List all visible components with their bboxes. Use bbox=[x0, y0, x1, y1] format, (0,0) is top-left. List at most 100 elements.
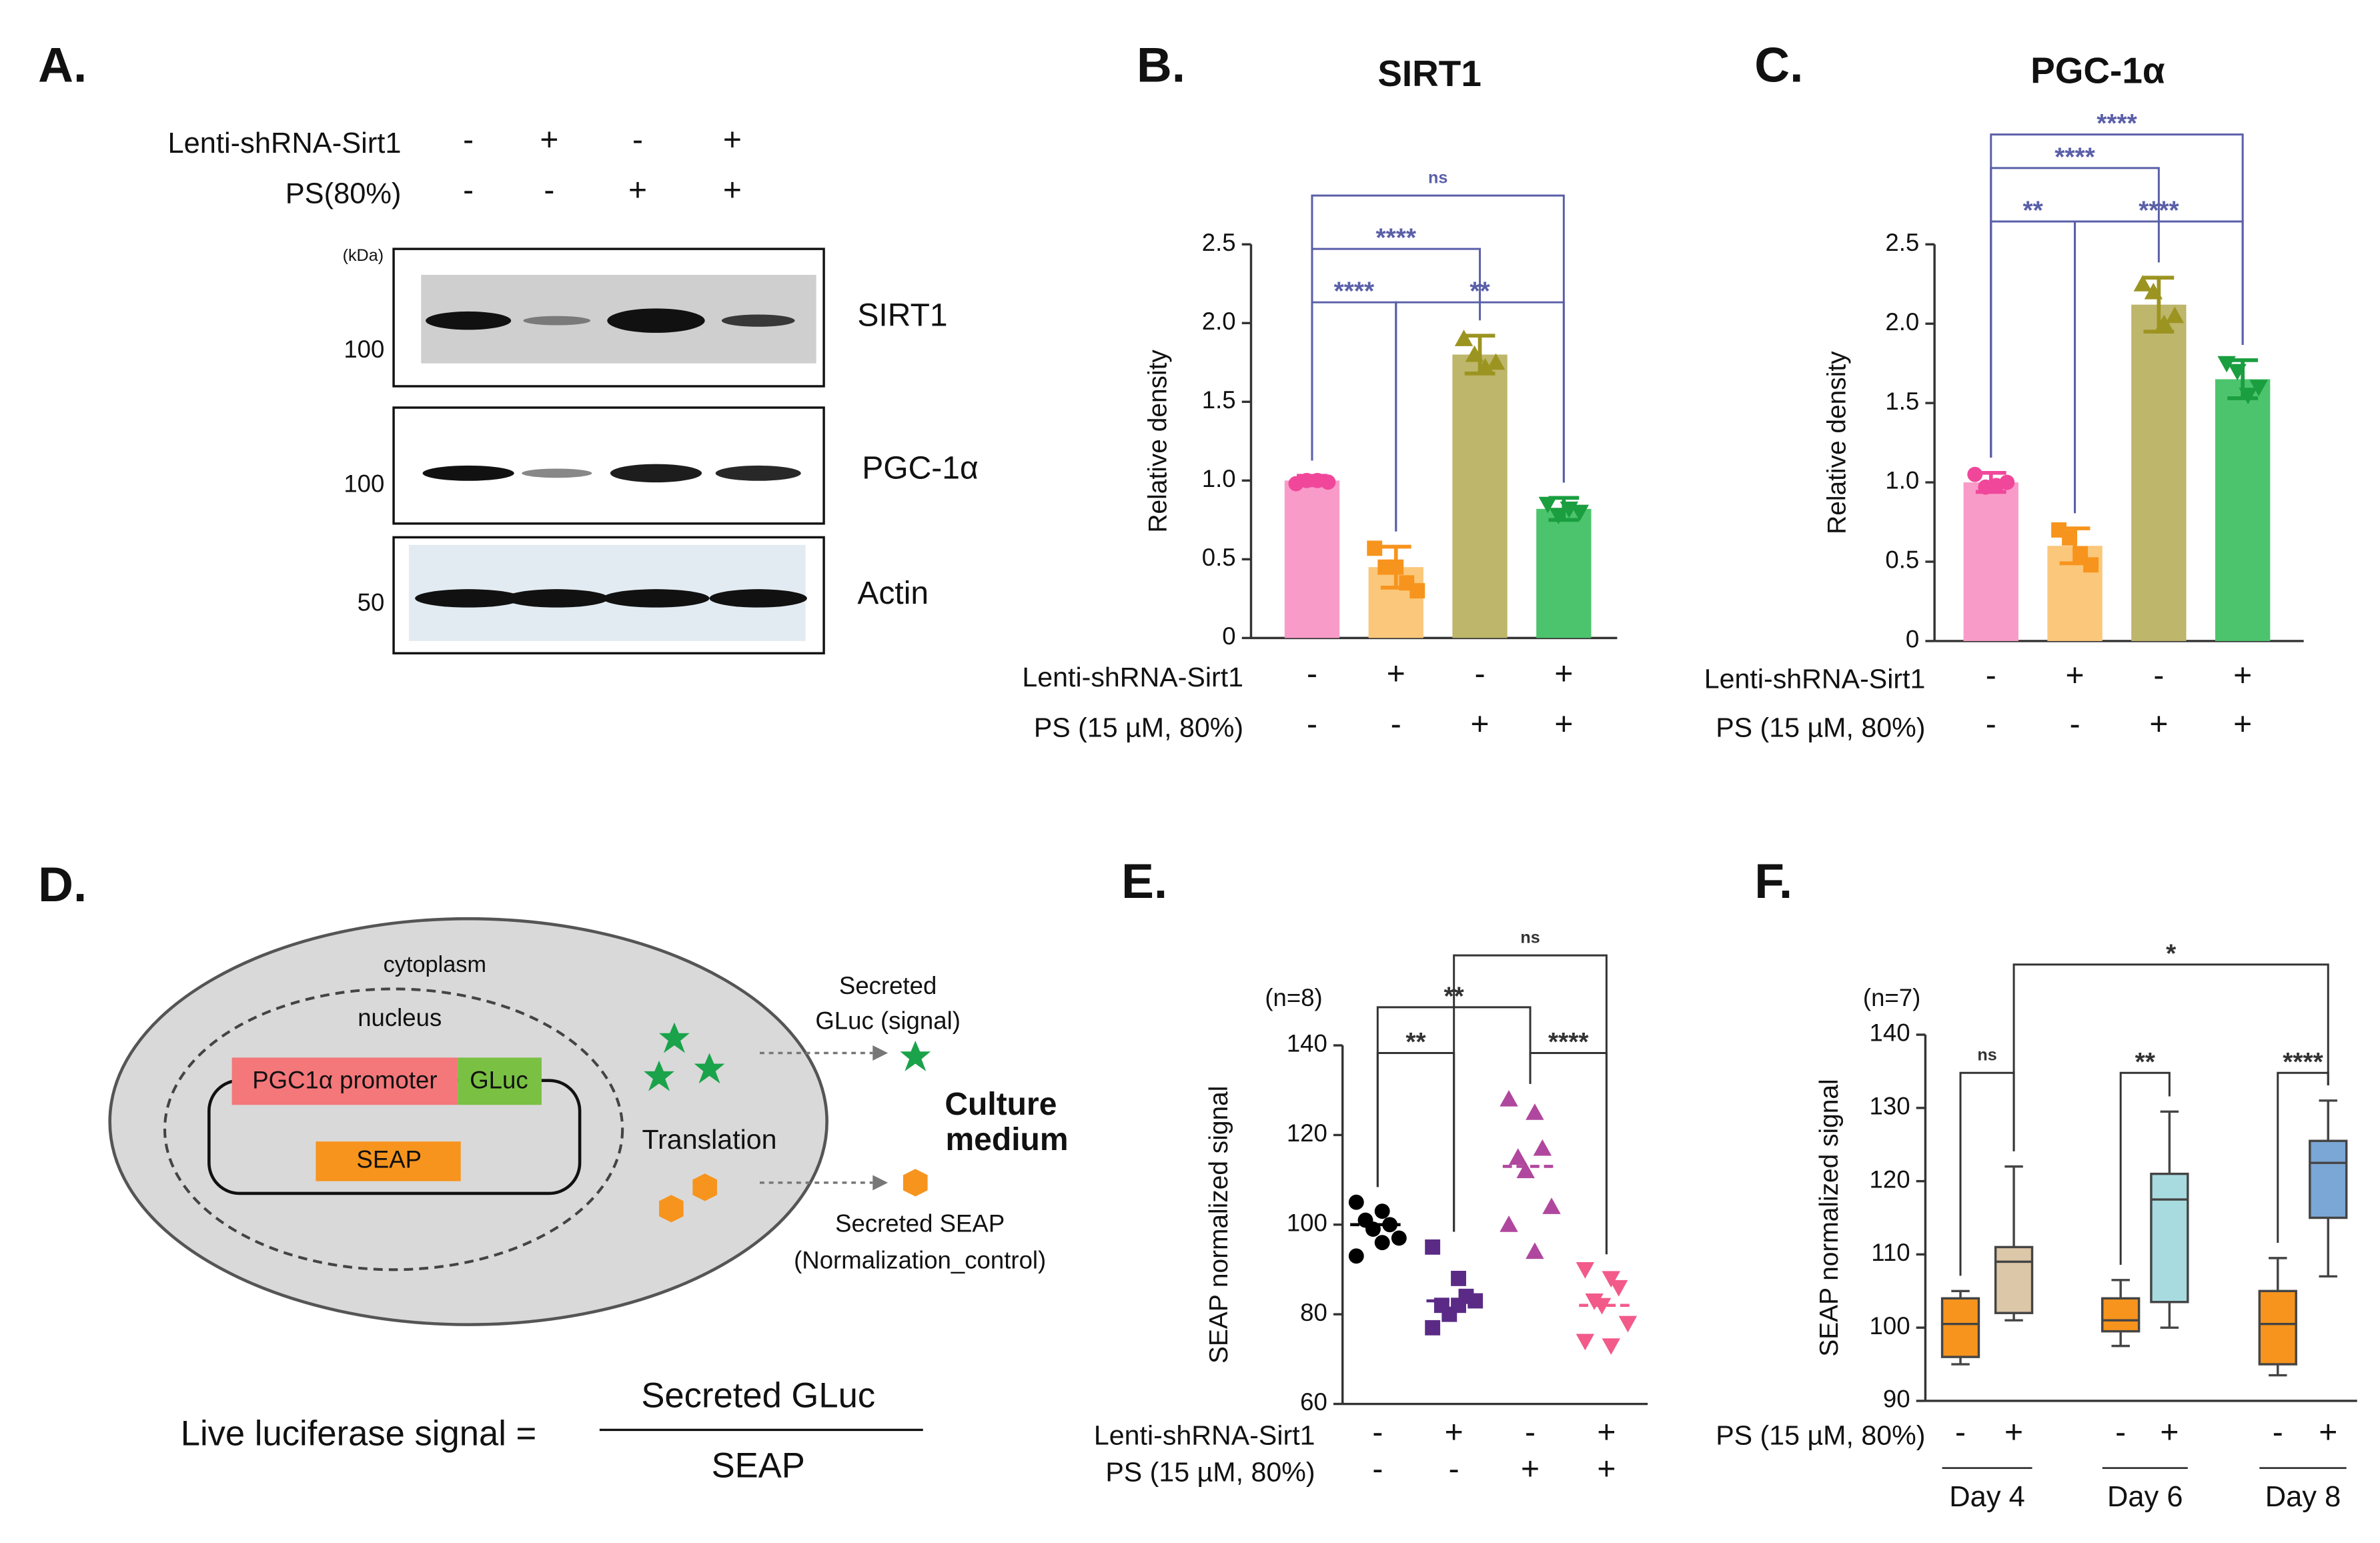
bar bbox=[1536, 508, 1592, 638]
significance-label: **** bbox=[1548, 1028, 1589, 1057]
y-tick-label: 80 bbox=[1300, 1299, 1327, 1326]
data-point bbox=[1516, 1161, 1535, 1179]
panel-letter: F. bbox=[1754, 854, 1792, 909]
y-tick-label: 2.5 bbox=[1885, 229, 1919, 256]
data-point bbox=[1388, 559, 1404, 575]
data-point bbox=[1602, 1271, 1620, 1288]
data-point bbox=[2249, 380, 2268, 397]
data-point bbox=[1999, 474, 2015, 490]
y-tick-label: 110 bbox=[1871, 1239, 1910, 1266]
condition-sign: - bbox=[1372, 1452, 1383, 1487]
condition-sign: - bbox=[1307, 656, 1317, 692]
blot-band bbox=[422, 465, 514, 481]
y-tick-label: 130 bbox=[1870, 1092, 1910, 1119]
condition-sign: + bbox=[2004, 1415, 2023, 1450]
blot-label: SIRT1 bbox=[857, 298, 947, 334]
data-point bbox=[1391, 1230, 1407, 1246]
hexagon bbox=[903, 1169, 928, 1197]
bar bbox=[1452, 354, 1508, 638]
data-point bbox=[1538, 496, 1558, 514]
blot-band bbox=[721, 314, 795, 327]
blot-band bbox=[715, 465, 801, 481]
data-point bbox=[1299, 472, 1315, 488]
data-point bbox=[1618, 1316, 1638, 1333]
significance-label: ** bbox=[2023, 197, 2044, 225]
data-point bbox=[1465, 345, 1484, 362]
panel-letter: A. bbox=[38, 38, 87, 93]
data-point bbox=[1425, 1239, 1441, 1255]
condition-label: Lenti-shRNA-Sirt1 bbox=[1704, 663, 1926, 694]
blot-band bbox=[607, 308, 705, 333]
data-point bbox=[1486, 353, 1506, 370]
significance-bracket bbox=[2074, 220, 2244, 514]
data-point bbox=[1576, 1261, 1595, 1279]
condition-sign: - bbox=[1449, 1452, 1459, 1487]
star bbox=[900, 1041, 931, 1071]
y-tick-label: 140 bbox=[1287, 1030, 1327, 1057]
data-point bbox=[1500, 1215, 1518, 1232]
data-point bbox=[2144, 282, 2163, 300]
data-point bbox=[1374, 1203, 1390, 1219]
condition-label: Lenti-shRNA-Sirt1 bbox=[1022, 662, 1243, 692]
n-label: (n=8) bbox=[1265, 984, 1322, 1011]
formula-denominator: SEAP bbox=[712, 1446, 805, 1485]
condition-sign: - bbox=[1307, 707, 1317, 742]
data-point bbox=[1526, 1242, 1544, 1259]
condition-label: Lenti-shRNA-Sirt1 bbox=[1094, 1420, 1315, 1451]
gluc-box bbox=[458, 1057, 542, 1105]
significance-bracket bbox=[1990, 220, 2076, 514]
condition-sign: + bbox=[1554, 707, 1573, 742]
label: Secreted SEAP bbox=[835, 1210, 1005, 1237]
data-point bbox=[2062, 530, 2077, 546]
label: SEAP bbox=[356, 1146, 422, 1173]
condition-sign: + bbox=[1387, 656, 1405, 692]
chart-title: PGC-1α bbox=[2030, 50, 2165, 91]
panel-letter: B. bbox=[1137, 38, 1185, 93]
blot-band bbox=[523, 316, 591, 326]
significance-label: **** bbox=[1334, 278, 1375, 306]
panel-letter: D. bbox=[38, 857, 87, 912]
significance-label: ** bbox=[1469, 278, 1490, 306]
hexagon bbox=[692, 1173, 717, 1201]
y-tick-label: 140 bbox=[1870, 1019, 1910, 1047]
formula-numerator: Secreted GLuc bbox=[641, 1376, 875, 1415]
group-label: Day 6 bbox=[2107, 1481, 2183, 1513]
y-tick-label: 100 bbox=[1870, 1312, 1910, 1340]
size-marker: 100 bbox=[344, 336, 384, 363]
data-point bbox=[1348, 1194, 1364, 1210]
condition-sign: + bbox=[2319, 1415, 2337, 1450]
label: GLuc (signal) bbox=[815, 1007, 961, 1034]
condition-sign: - bbox=[1525, 1415, 1536, 1450]
condition-label: PS (15 µM, 80%) bbox=[1105, 1457, 1315, 1488]
significance-bracket bbox=[1959, 1071, 2015, 1276]
data-point bbox=[2228, 364, 2247, 381]
data-point bbox=[1576, 1334, 1595, 1351]
star bbox=[659, 1022, 690, 1053]
y-tick-label: 1.0 bbox=[1885, 467, 1919, 494]
significance-label: ** bbox=[2135, 1048, 2156, 1077]
condition-sign: + bbox=[2233, 658, 2252, 694]
blot-band bbox=[602, 589, 710, 608]
significance-bracket bbox=[1376, 1051, 1455, 1232]
blot-label: PGC-1α bbox=[862, 450, 979, 486]
blot-band bbox=[522, 468, 592, 478]
box bbox=[2309, 1139, 2348, 1219]
label: Secreted bbox=[839, 972, 937, 999]
data-point bbox=[1382, 1217, 1398, 1233]
stars bbox=[644, 1022, 931, 1091]
chart-title: SIRT1 bbox=[1377, 53, 1481, 94]
blot-frame bbox=[392, 406, 825, 525]
hexagons bbox=[659, 1169, 928, 1223]
condition-sign: - bbox=[1955, 1415, 1966, 1450]
condition-sign: - bbox=[544, 173, 554, 208]
data-point bbox=[1602, 1338, 1620, 1355]
data-point bbox=[1967, 466, 1983, 482]
data-point bbox=[2165, 306, 2185, 324]
box bbox=[1940, 1297, 1980, 1358]
significance-label: ns bbox=[1428, 169, 1447, 187]
data-point bbox=[2133, 275, 2153, 292]
y-tick-label: 2.0 bbox=[1885, 308, 1919, 336]
blot-band bbox=[426, 311, 512, 330]
size-marker: 100 bbox=[344, 470, 384, 497]
condition-sign: - bbox=[463, 173, 474, 208]
